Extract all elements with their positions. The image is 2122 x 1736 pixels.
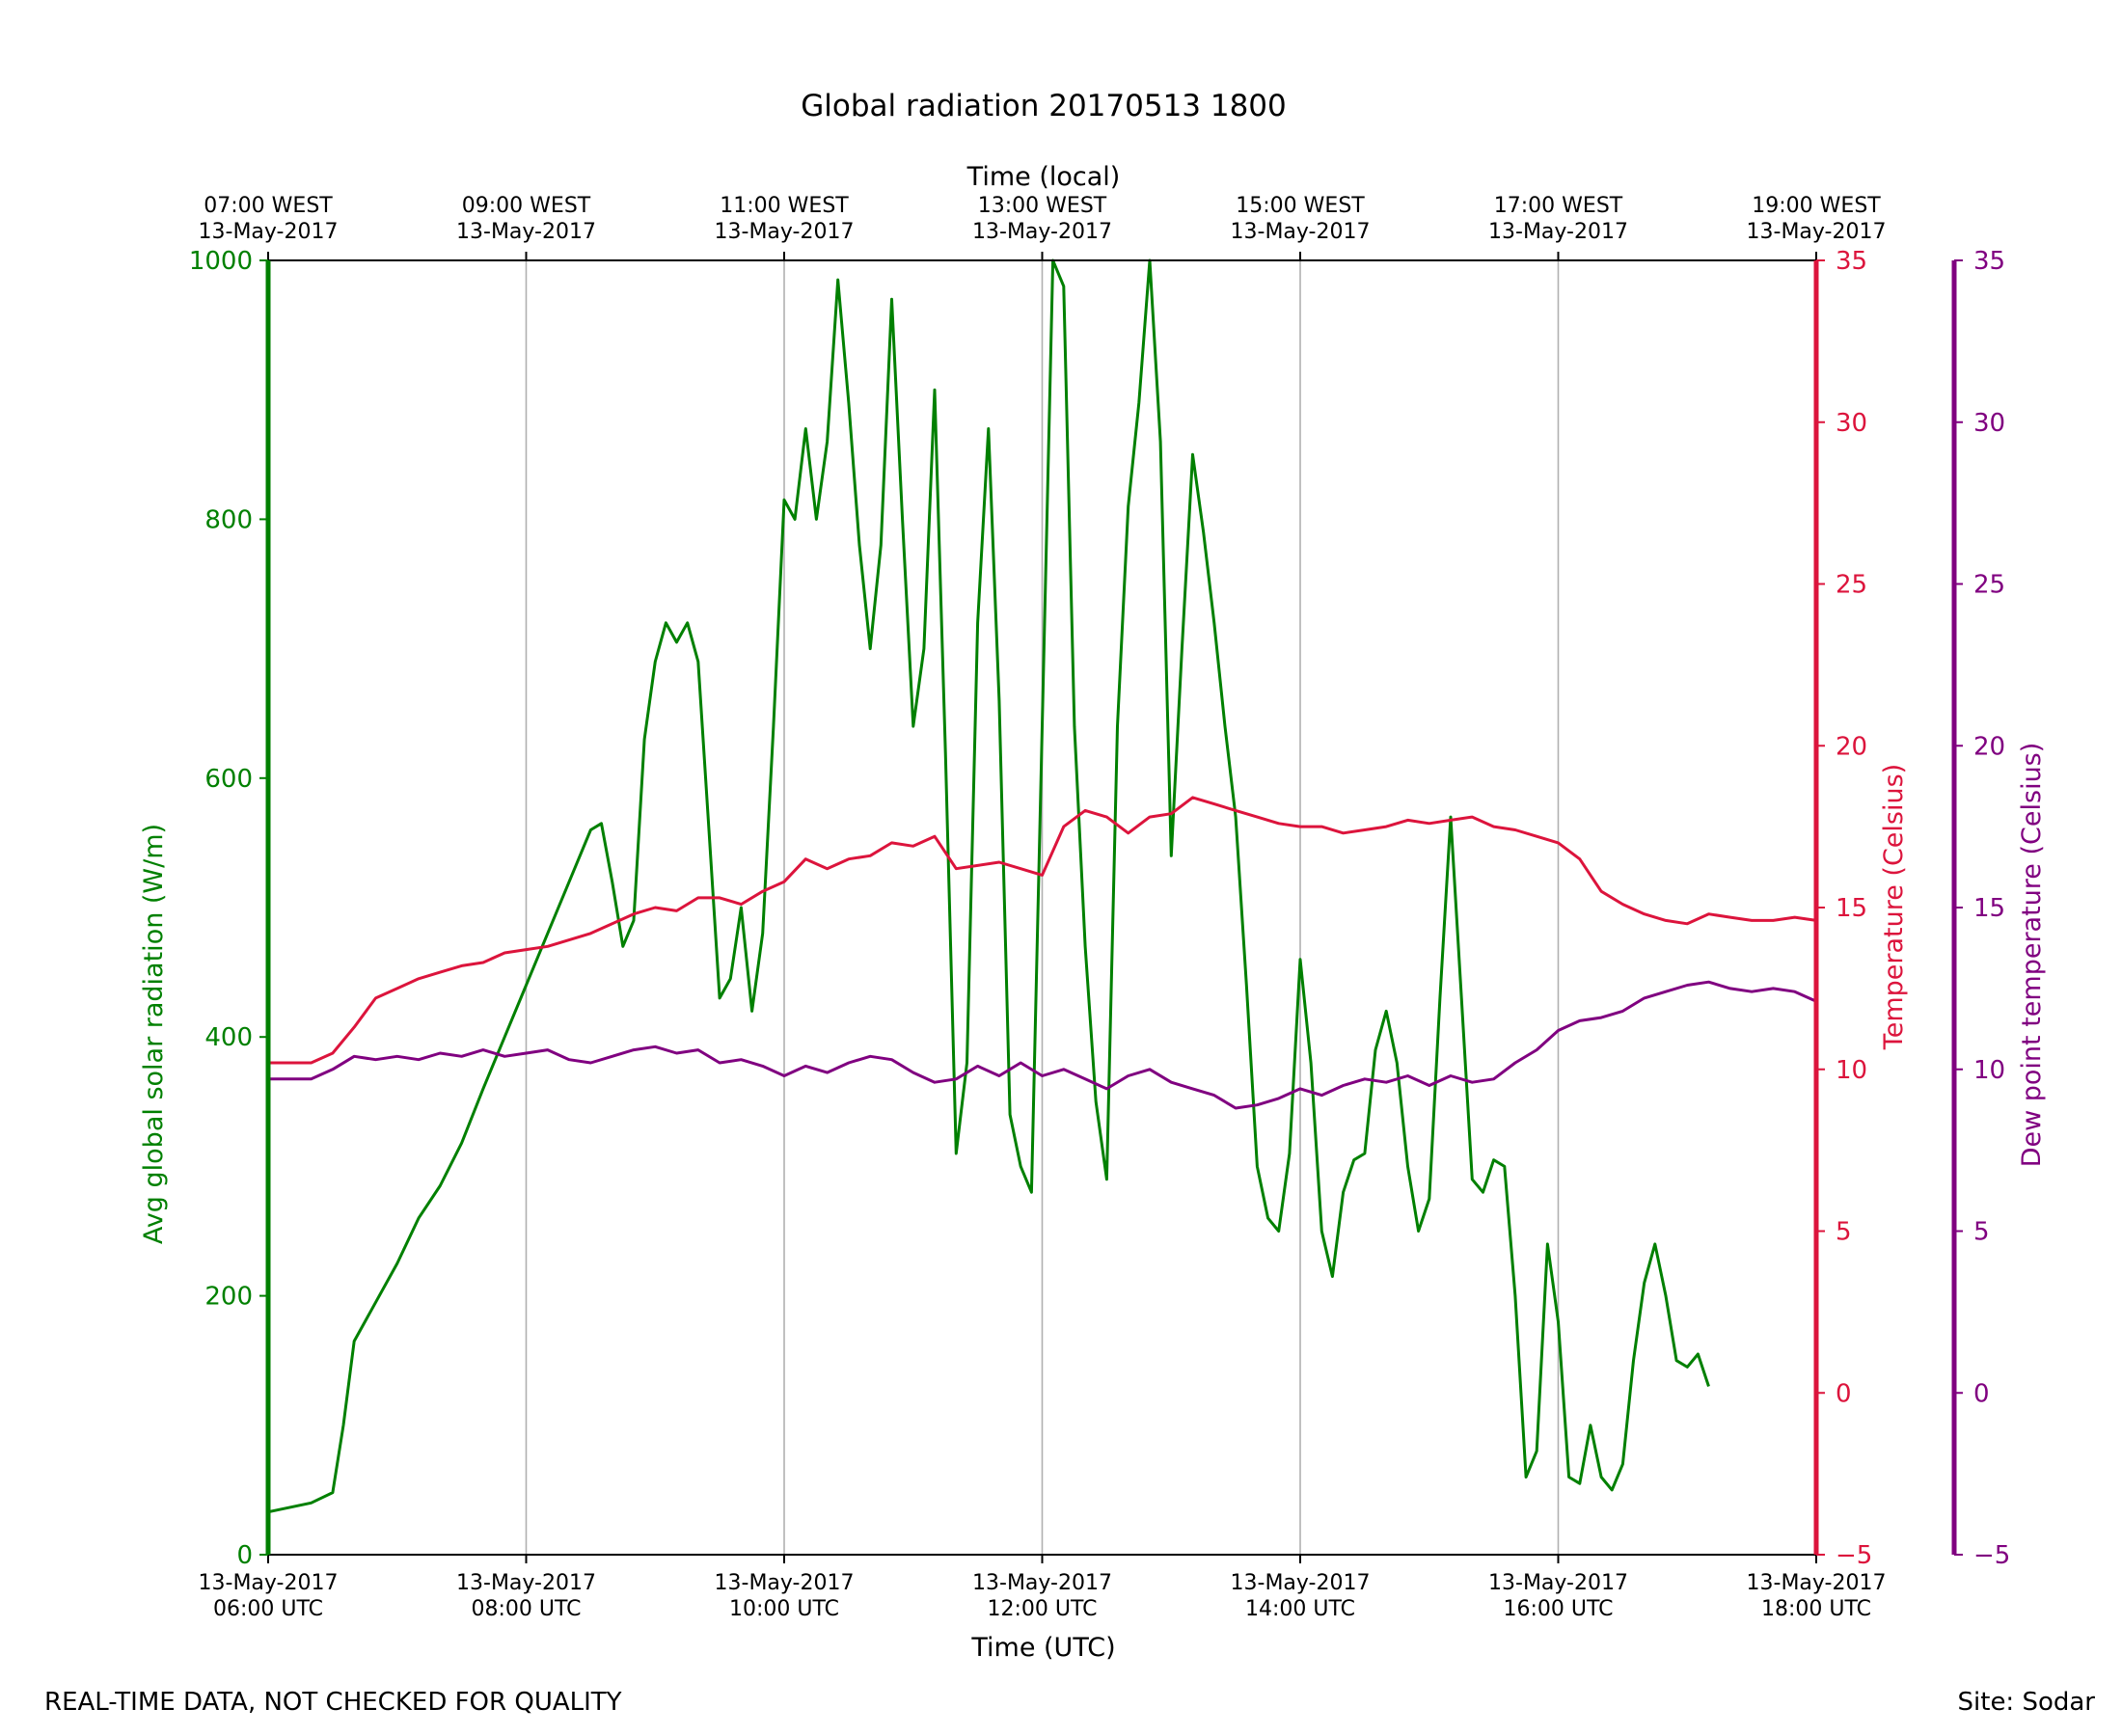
y-tick-label-dewpoint: 20: [1973, 732, 2005, 761]
x-tick-bottom-time: 06:00 UTC: [213, 1597, 323, 1621]
x-tick-top-time: 19:00 WEST: [1752, 194, 1881, 218]
site-label: Site: Sodar: [1957, 1688, 2095, 1717]
x-tick-top-time: 11:00 WEST: [720, 194, 849, 218]
x-tick-top-time: 15:00 WEST: [1236, 194, 1365, 218]
y-tick-label-dewpoint: 10: [1973, 1056, 2005, 1085]
y-tick-label-temperature: 20: [1836, 732, 1867, 761]
y-tick-label-dewpoint: 5: [1973, 1218, 1990, 1247]
y-tick-label-radiation: 0: [236, 1541, 253, 1570]
dewpoint-series-line: [268, 980, 1817, 1110]
x-tick-top-date: 13-May-2017: [199, 220, 339, 244]
x-tick-bottom-date: 13-May-2017: [972, 1571, 1112, 1595]
temperature-series-line: [268, 796, 1817, 1065]
x-tick-top-time: 09:00 WEST: [462, 194, 591, 218]
y-tick-label-radiation: 1000: [189, 247, 253, 276]
x-tick-top-date: 13-May-2017: [1231, 220, 1371, 244]
x-tick-bottom-time: 14:00 UTC: [1245, 1597, 1355, 1621]
y-tick-label-temperature: 30: [1836, 409, 1867, 438]
y-tick-label-temperature: −5: [1836, 1541, 1872, 1570]
y-axis-dewpoint-label: Dew point temperature (Celsius): [2017, 743, 2047, 1168]
chart-title: Global radiation 20170513 1800: [801, 89, 1287, 123]
x-tick-top-time: 07:00 WEST: [204, 194, 333, 218]
x-axis-bottom-label: Time (UTC): [970, 1633, 1115, 1663]
x-tick-bottom-time: 08:00 UTC: [471, 1597, 581, 1621]
y-tick-label-dewpoint: 35: [1973, 247, 2005, 276]
x-tick-bottom-time: 12:00 UTC: [987, 1597, 1097, 1621]
x-tick-bottom-time: 16:00 UTC: [1503, 1597, 1613, 1621]
y-tick-label-dewpoint: 30: [1973, 409, 2005, 438]
y-tick-label-temperature: 10: [1836, 1056, 1867, 1085]
radiation-series-line: [267, 258, 1710, 1514]
y-tick-label-radiation: 200: [204, 1283, 253, 1312]
y-tick-label-temperature: 15: [1836, 894, 1867, 923]
x-tick-top-time: 13:00 WEST: [978, 194, 1107, 218]
x-tick-bottom-date: 13-May-2017: [1488, 1571, 1628, 1595]
grid-lines: [525, 260, 1560, 1555]
y-axis-temperature-label: Temperature (Celsius): [1879, 764, 1909, 1050]
x-tick-top-date: 13-May-2017: [715, 220, 855, 244]
y-axis-radiation-label: Avg global solar radiation (W/m): [139, 824, 169, 1244]
x-tick-bottom-date: 13-May-2017: [1231, 1571, 1371, 1595]
y-tick-label-dewpoint: 15: [1973, 894, 2005, 923]
y-tick-label-radiation: 400: [204, 1023, 253, 1052]
y-tick-label-temperature: 25: [1836, 571, 1867, 600]
x-tick-bottom-time: 10:00 UTC: [729, 1597, 839, 1621]
x-axis-top-label: Time (local): [966, 162, 1121, 192]
x-tick-bottom-time: 18:00 UTC: [1761, 1597, 1871, 1621]
y-tick-label-radiation: 600: [204, 765, 253, 794]
x-tick-bottom-date: 13-May-2017: [199, 1571, 339, 1595]
x-tick-top-date: 13-May-2017: [972, 220, 1112, 244]
y-tick-label-temperature: 35: [1836, 247, 1867, 276]
x-tick-top-date: 13-May-2017: [1747, 220, 1887, 244]
y-tick-label-dewpoint: −5: [1973, 1541, 2010, 1570]
y-tick-label-temperature: 5: [1836, 1218, 1852, 1247]
y-tick-label-radiation: 800: [204, 505, 253, 534]
x-tick-top-date: 13-May-2017: [456, 220, 596, 244]
x-tick-bottom-date: 13-May-2017: [715, 1571, 855, 1595]
quality-note: REAL-TIME DATA, NOT CHECKED FOR QUALITY: [44, 1688, 622, 1717]
y-tick-label-dewpoint: 25: [1973, 571, 2005, 600]
y-tick-label-temperature: 0: [1836, 1379, 1852, 1408]
x-tick-bottom-date: 13-May-2017: [456, 1571, 596, 1595]
y-tick-label-dewpoint: 0: [1973, 1379, 1990, 1408]
x-tick-top-date: 13-May-2017: [1488, 220, 1628, 244]
x-tick-top-time: 17:00 WEST: [1494, 194, 1623, 218]
series-lines: [267, 258, 1817, 1514]
x-tick-bottom-date: 13-May-2017: [1747, 1571, 1887, 1595]
